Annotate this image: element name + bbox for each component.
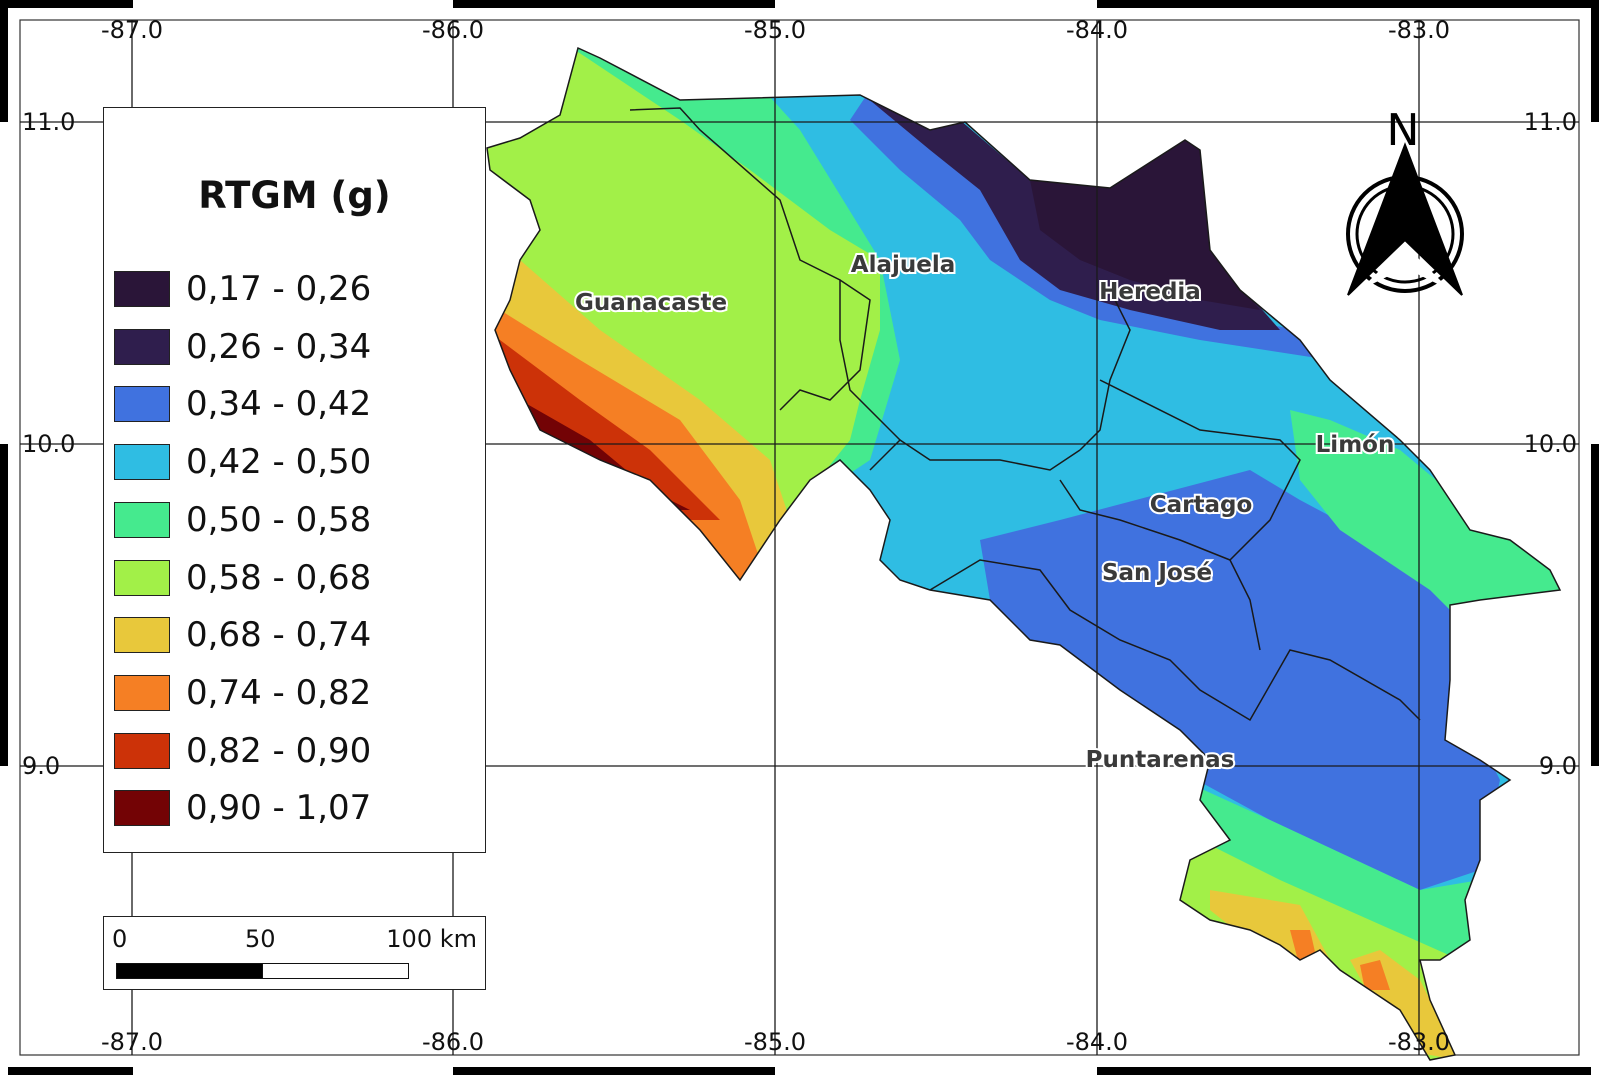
legend-label: 0,17 - 0,26: [186, 269, 372, 309]
legend-swatch: [114, 444, 170, 481]
legend-label: 0,90 - 1,07: [186, 788, 372, 829]
legend-label: 0,34 - 0,42: [186, 384, 372, 425]
lon-tick-label: -83.0: [1388, 16, 1450, 44]
legend-swatch: [114, 790, 170, 827]
province-labels: Guanacaste Alajuela Heredia Limón Cartag…: [573, 250, 1396, 775]
north-arrow-icon: N: [1346, 105, 1464, 296]
legend-swatch: [114, 674, 170, 711]
legend-swatch: [114, 328, 170, 365]
province-label-cartago: Cartago: [1150, 492, 1253, 518]
scale-label-50: 50: [245, 925, 276, 953]
scale-bar-white-segment: [262, 963, 409, 979]
lon-tick-label: -84.0: [1066, 1028, 1128, 1056]
legend-swatch: [114, 501, 170, 538]
legend-title: RTGM (g): [198, 174, 391, 217]
lon-tick-label: -86.0: [422, 16, 484, 44]
lon-tick-labels-top: -87.0 -86.0 -85.0 -84.0 -83.0: [101, 16, 1450, 44]
lat-tick-label: 11.0: [22, 108, 75, 136]
province-label-san-jose: San José: [1102, 560, 1212, 586]
legend-label: 0,42 - 0,50: [186, 442, 372, 483]
lon-tick-label: -85.0: [744, 16, 806, 44]
lon-tick-label: -87.0: [101, 16, 163, 44]
province-label-puntarenas: Puntarenas: [1086, 747, 1235, 773]
scale-bar-black-segment: [116, 963, 264, 979]
lat-tick-label: 10.0: [1524, 430, 1577, 458]
legend-label: 0,26 - 0,34: [186, 326, 372, 367]
scale-bar: 0 50 100 km: [103, 916, 486, 990]
legend-swatch: [114, 386, 170, 423]
province-label-alajuela: Alajuela: [851, 252, 955, 278]
province-label-limon: Limón: [1316, 432, 1395, 458]
lat-tick-label: 11.0: [1524, 108, 1577, 136]
legend-label: 0,50 - 0,58: [186, 499, 372, 540]
legend: RTGM (g) 0,17 - 0,26 0,26 - 0,34 0,34 - 0,…: [103, 107, 486, 853]
province-label-guanacaste: Guanacaste: [575, 290, 727, 316]
lon-tick-label: -84.0: [1066, 16, 1128, 44]
legend-swatch: [114, 271, 170, 307]
legend-label: 0,74 - 0,82: [186, 672, 372, 713]
lon-tick-label: -87.0: [101, 1028, 163, 1056]
scale-label-0: 0: [112, 925, 128, 953]
lon-tick-labels-bottom: -87.0 -86.0 -85.0 -84.0 -83.0: [101, 1028, 1450, 1056]
legend-swatch: [114, 559, 170, 596]
scale-label-100: 100 km: [386, 925, 477, 953]
legend-label: 0,82 - 0,90: [186, 730, 372, 771]
legend-swatch: [114, 617, 170, 654]
lon-tick-label: -85.0: [744, 1028, 806, 1056]
lat-tick-label: 9.0: [1539, 752, 1577, 780]
legend-label: 0,58 - 0,68: [186, 557, 372, 598]
province-boundaries: [486, 47, 1561, 1061]
legend-label: 0,68 - 0,74: [186, 615, 372, 656]
province-label-heredia: Heredia: [1099, 279, 1201, 305]
lon-tick-label: -86.0: [422, 1028, 484, 1056]
north-label: N: [1387, 105, 1420, 156]
legend-swatch: [114, 732, 170, 769]
lat-tick-labels-left: 11.0 10.0 9.0: [22, 108, 75, 780]
lat-tick-label: 9.0: [22, 752, 60, 780]
lat-tick-label: 10.0: [22, 430, 75, 458]
lat-tick-labels-right: 11.0 10.0 9.0: [1524, 108, 1577, 780]
lon-tick-label: -83.0: [1388, 1028, 1450, 1056]
